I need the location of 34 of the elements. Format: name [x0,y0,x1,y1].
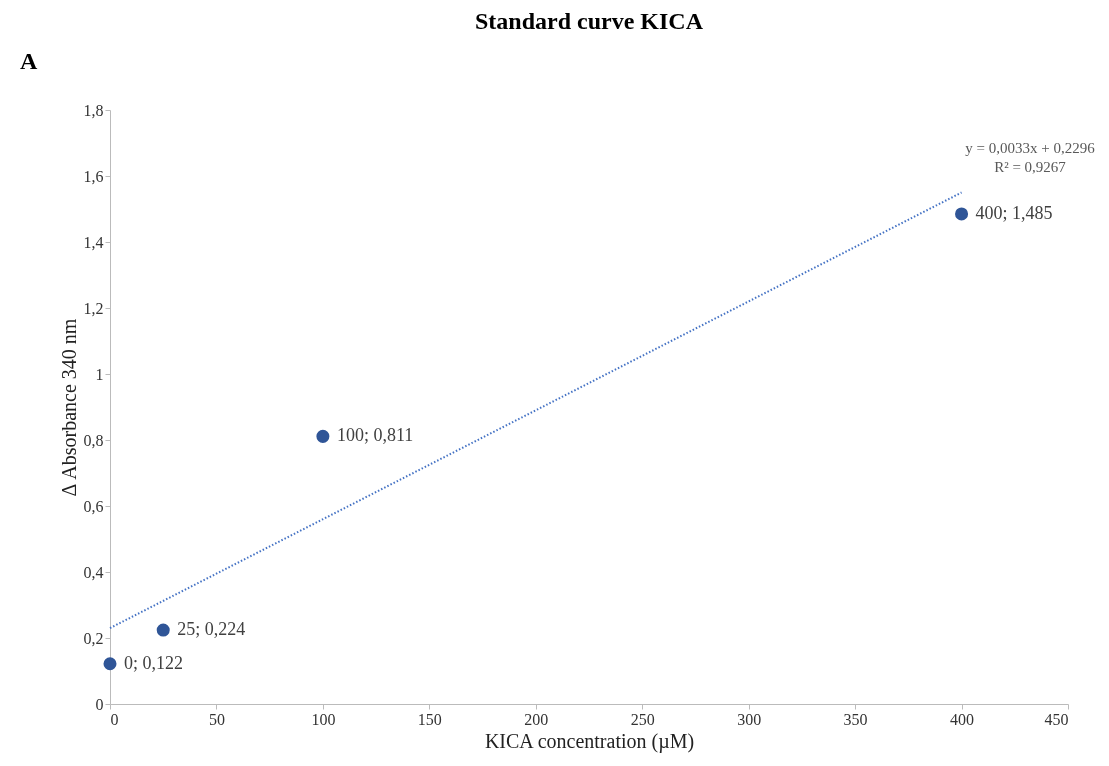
point [955,207,969,221]
x-tick-label: 350 [843,710,868,728]
chart-title: Standard curve KICA [474,8,704,34]
y-tick-label: 1 [95,365,104,383]
x-tick-label: 300 [737,710,762,728]
data-label: 100; 0,811 [336,425,414,446]
y-tick-label: 0,2 [83,629,104,647]
y-tick-label: 0 [95,695,104,713]
data-label: 25; 0,224 [177,619,246,640]
point [156,623,170,637]
y-tick-label: 1,6 [83,167,104,185]
point [103,657,117,671]
y-tick-label: 1,2 [83,299,104,317]
y-tick-label: 1,4 [83,233,104,251]
x-tick-label: 200 [524,710,549,728]
y-tick-label: 0,6 [83,497,104,515]
data-label: 400; 1,485 [975,202,1053,223]
x-tick-label: 150 [417,710,442,728]
x-tick-label: 450 [1044,710,1069,728]
x-tick-label: 50 [208,710,225,728]
y-tick-label: 0,8 [83,431,104,449]
point [316,429,330,443]
x-axis-title: KICA concentration (µM) [484,729,695,753]
x-tick-label: 0 [110,710,119,728]
y-axis-title: Δ Absorbance 340 nm [57,318,80,497]
text: A [20,48,38,74]
y-tick-label: 0,4 [83,563,104,581]
data-label: 0; 0,122 [124,652,184,673]
y-tick-label: 1,8 [83,101,104,119]
x-tick-label: 100 [311,710,336,728]
annotation: R² = 0,9267 [994,159,1067,175]
annotation: y = 0,0033x + 0,2296 [965,140,1096,156]
x-tick-label: 400 [950,710,975,728]
x-tick-label: 250 [630,710,655,728]
